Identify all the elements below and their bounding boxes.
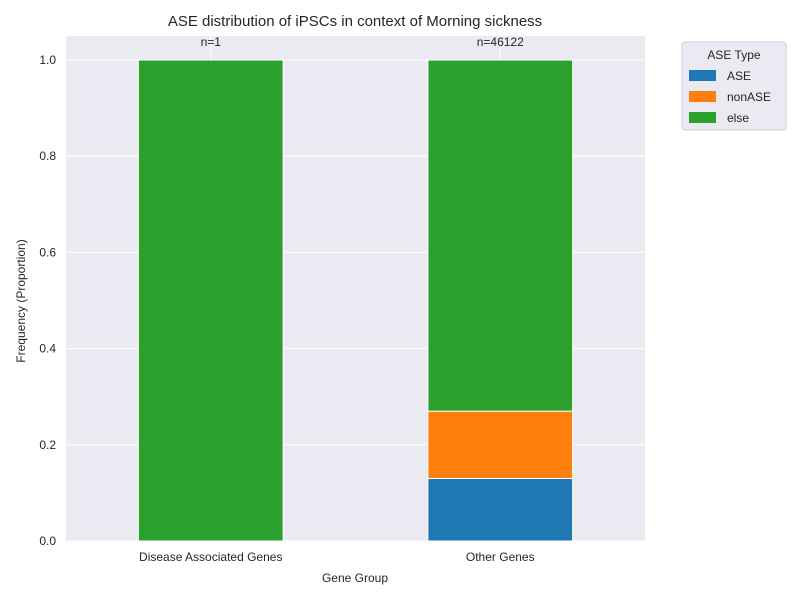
legend-box	[681, 41, 787, 131]
x-tick-label: Disease Associated Genes	[139, 550, 282, 564]
bar-segment-ase	[427, 477, 574, 542]
bar-segment-else	[137, 59, 284, 542]
x-tick-label: Other Genes	[466, 550, 535, 564]
y-tick-label: 0.6	[39, 245, 56, 259]
bar-segment-nonase	[427, 410, 574, 479]
legend-swatch-ase	[689, 70, 716, 81]
legend-label: else	[727, 111, 749, 125]
legend-swatch-else	[689, 112, 716, 123]
y-tick-label: 0.2	[39, 438, 56, 452]
legend-title: ASE Type	[707, 48, 760, 62]
bars	[137, 59, 574, 542]
legend-swatch-nonase	[689, 91, 716, 102]
y-tick-label: 0.0	[39, 534, 56, 548]
legend-label: nonASE	[727, 90, 771, 104]
x-tick-labels: Disease Associated Genes Other Genes	[139, 550, 535, 564]
count-label: n=1	[201, 35, 222, 49]
y-tick-label: 0.8	[39, 149, 56, 163]
chart-title: ASE distribution of iPSCs in context of …	[168, 13, 542, 30]
x-axis-label: Gene Group	[322, 571, 388, 585]
y-tick-labels: 0.0 0.2 0.4 0.6 0.8 1.0	[39, 53, 56, 548]
count-label: n=46122	[477, 35, 524, 49]
count-labels: n=1 n=46122	[201, 35, 525, 49]
y-tick-label: 0.4	[39, 342, 56, 356]
legend: ASE Type ASE nonASE else	[681, 41, 787, 131]
legend-label: ASE	[727, 69, 751, 83]
y-tick-label: 1.0	[39, 53, 56, 67]
bar-segment-else	[427, 59, 574, 412]
y-axis-label: Frequency (Proportion)	[14, 239, 28, 362]
legend-items: ASE nonASE else	[689, 69, 771, 125]
